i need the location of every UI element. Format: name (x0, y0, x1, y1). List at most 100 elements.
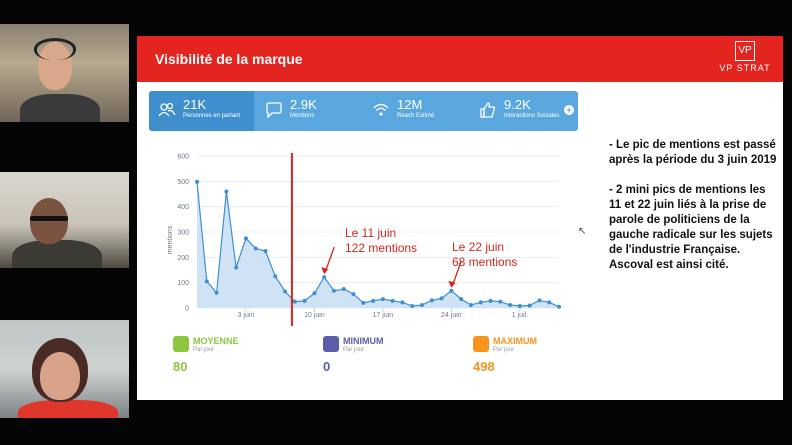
mentions-chart: 0 100 200 300 400 500 600 mentions 3 juin 10 ju… (167, 153, 561, 326)
kpi-label: Personnes en parlant (183, 113, 241, 119)
logo-text: VP STRAT (719, 63, 771, 73)
x-tick-label: 3 juin (238, 312, 255, 319)
plus-icon[interactable]: + (564, 105, 574, 115)
y-tick-label: 0 (185, 306, 189, 313)
kpi-bar: 21K Personnes en parlant 2.9K Mentions 1… (149, 91, 578, 131)
participant-video-2[interactable] (0, 172, 129, 268)
thumbs-up-icon (479, 101, 497, 119)
headset-icon (34, 38, 76, 60)
data-point (468, 302, 473, 307)
y-tick-label: 300 (177, 230, 189, 237)
data-point (400, 300, 405, 305)
stat-value: 80 (173, 359, 188, 374)
stat-title: MOYENNE (193, 336, 239, 346)
mouse-cursor-icon: ↖ (578, 226, 587, 237)
participant-body (12, 240, 102, 268)
data-point (537, 298, 542, 303)
annotation-date: Le 11 juin (345, 226, 397, 240)
data-point (214, 290, 219, 295)
data-point (361, 300, 366, 305)
people-icon (158, 101, 176, 119)
bar-chart-icon (323, 336, 339, 352)
stat-moyenne: MOYENNE Par jour 80 (173, 336, 293, 380)
y-tick-label: 200 (177, 255, 189, 262)
y-axis-label: mentions (167, 225, 174, 254)
participant-body (20, 94, 100, 122)
annotation-11-juin: Le 11 juin 122 mentions (345, 226, 417, 256)
data-point (459, 297, 464, 302)
data-point (263, 249, 268, 253)
kpi-value: 12M (397, 97, 423, 112)
data-point (557, 304, 561, 309)
participant-face (40, 352, 80, 400)
y-tick-label: 100 (177, 280, 189, 287)
logo-mark: VP (735, 41, 755, 61)
data-point (312, 291, 317, 296)
data-point (292, 299, 297, 304)
presentation-slide: Visibilité de la marque VP VP STRAT 21K … (137, 36, 783, 400)
y-tick-label: 600 (177, 154, 189, 161)
data-point (547, 300, 552, 305)
y-axis-ticks: 0 100 200 300 400 500 600 (177, 154, 189, 313)
data-point (429, 298, 434, 303)
data-point (234, 265, 239, 270)
data-point (478, 300, 483, 305)
participant-face (30, 198, 68, 244)
participant-video-1[interactable] (0, 24, 129, 122)
note-2: - 2 mini pics de mentions les 11 et 22 j… (609, 184, 773, 271)
trend-icon (173, 336, 189, 352)
data-point (351, 292, 356, 297)
data-point (204, 279, 209, 284)
note-1: - Le pic de mentions est passé après la … (609, 139, 777, 166)
data-point (331, 288, 336, 293)
stat-title: MAXIMUM (493, 336, 537, 346)
arrow-head (321, 267, 329, 275)
annotation-count: 68 mentions (452, 255, 518, 269)
x-tick-label: 24 juin (441, 312, 462, 319)
annotation-arrows (321, 246, 462, 288)
kpi-label: Interactions Sociales (504, 113, 560, 119)
data-point (253, 246, 258, 251)
vp-strat-logo: VP VP STRAT (717, 41, 773, 81)
data-point (371, 298, 376, 303)
kpi-value: 21K (183, 97, 207, 112)
slide-notes: - Le pic de mentions est passé après la … (609, 138, 777, 288)
annotation-arrow (324, 246, 335, 273)
y-tick-label: 500 (177, 179, 189, 186)
annotation-date: Le 22 juin (452, 240, 505, 254)
kpi-mentions: 2.9K Mentions (256, 91, 361, 131)
participant-body (18, 400, 118, 418)
data-point (302, 298, 307, 303)
annotation-arrow (451, 260, 462, 286)
data-point (410, 303, 415, 308)
data-point (283, 289, 288, 294)
data-point (273, 274, 278, 279)
kpi-label: Mentions (290, 113, 315, 119)
kpi-value: 2.9K (290, 97, 317, 112)
data-point (449, 288, 454, 293)
data-point (527, 303, 532, 308)
slide-header: Visibilité de la marque VP VP STRAT (137, 36, 783, 82)
data-point (380, 297, 385, 302)
data-point (420, 302, 425, 307)
data-point (439, 296, 444, 301)
stat-title: MINIMUM (343, 336, 384, 346)
data-point (488, 298, 493, 303)
annotation-22-juin: Le 22 juin 68 mentions (452, 240, 517, 270)
glasses-icon (30, 216, 68, 221)
data-point (322, 275, 327, 280)
kpi-people: 21K Personnes en parlant (149, 91, 254, 131)
kpi-reach: 12M Reach Estimé (363, 91, 468, 131)
data-point (508, 302, 513, 307)
data-points (195, 179, 561, 309)
stat-value: 498 (473, 359, 495, 374)
speech-bubble-icon (265, 101, 283, 119)
data-point (517, 303, 522, 308)
stat-sub: Par jour (193, 347, 215, 353)
stat-value: 0 (323, 359, 331, 374)
stat-minimum: MINIMUM Par jour 0 (323, 336, 443, 380)
x-tick-label: 10 juin (304, 312, 325, 319)
data-point (390, 298, 395, 303)
participant-video-3[interactable] (0, 320, 129, 418)
